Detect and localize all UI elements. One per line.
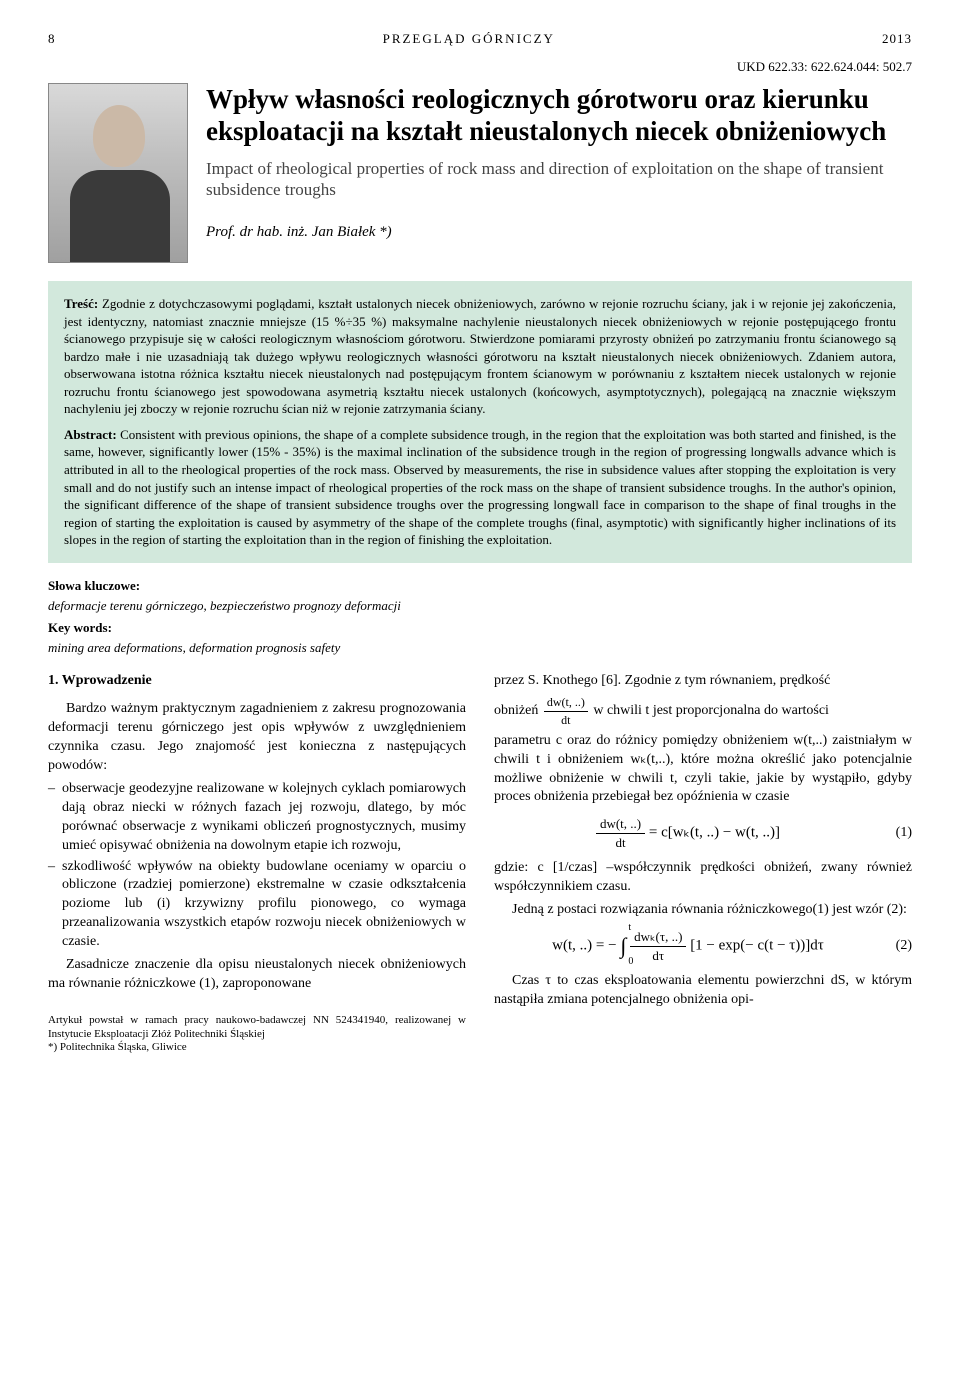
tresc-label: Treść: xyxy=(64,296,98,311)
list-item: obserwacje geodezyjne realizowane w kole… xyxy=(62,780,466,856)
keywords-en-head: Key words: xyxy=(48,619,912,637)
footnote-2: *) Politechnika Śląska, Gliwice xyxy=(48,1041,466,1055)
year: 2013 xyxy=(882,30,912,48)
integral-sign: t ∫ 0 xyxy=(620,931,626,961)
eq2-frac: dwₖ(τ, ..) dτ xyxy=(630,928,686,964)
journal-name: PRZEGLĄD GÓRNICZY xyxy=(383,30,555,48)
author-photo xyxy=(48,83,188,263)
abstract-paragraph: Abstract: Consistent with previous opini… xyxy=(64,426,896,549)
keywords-en-val: mining area deformations, deformation pr… xyxy=(48,639,912,657)
page-number: 8 xyxy=(48,30,56,48)
list-item: szkodliwość wpływów na obiekty budowlane… xyxy=(62,858,466,952)
col2-p5: Czas τ to czas eksploatowania elementu p… xyxy=(494,972,912,1010)
footnote-1: Artykuł powstał w ramach pracy naukowo-b… xyxy=(48,1014,466,1042)
section-1-p2: Zasadnicze znaczenie dla opisu nieustalo… xyxy=(48,956,466,994)
author-name: Prof. dr hab. inż. Jan Białek *) xyxy=(206,222,912,242)
page-header: 8 PRZEGLĄD GÓRNICZY 2013 xyxy=(48,30,912,48)
abstract-box: Treść: Zgodnie z dotychczasowymi pogląda… xyxy=(48,281,912,563)
section-1-list: obserwacje geodezyjne realizowane w kole… xyxy=(48,780,466,952)
keywords-block: Słowa kluczowe: deformacje terenu górnic… xyxy=(48,577,912,658)
keywords-pl-val: deformacje terenu górniczego, bezpieczeń… xyxy=(48,597,912,615)
equation-1: dw(t, ..) dt = c[wₖ(t, ..) − w(t, ..)] (… xyxy=(494,815,912,851)
article-title-pl: Wpływ własności reologicznych górotworu … xyxy=(206,83,912,148)
article-title-en: Impact of rheological properties of rock… xyxy=(206,158,912,201)
col2-p1: przez S. Knothego [6]. Zgodnie z tym rów… xyxy=(494,672,912,691)
eq2-number: (2) xyxy=(882,937,912,956)
left-column: 1. Wprowadzenie Bardzo ważnym praktyczny… xyxy=(48,672,466,1056)
tresc-body: Zgodnie z dotychczasowymi poglądami, ksz… xyxy=(64,296,896,416)
inline-fraction: dw(t, ..) dt xyxy=(544,694,588,727)
abstract-body: Consistent with previous opinions, the s… xyxy=(64,427,896,547)
right-column: przez S. Knothego [6]. Zgodnie z tym rów… xyxy=(494,672,912,1056)
col2-p2: parametru c oraz do różnicy pomiędzy obn… xyxy=(494,732,912,808)
body-columns: 1. Wprowadzenie Bardzo ważnym praktyczny… xyxy=(48,672,912,1056)
col2-p4: Jedną z postaci rozwiązania równania róż… xyxy=(494,901,912,920)
keywords-pl-head: Słowa kluczowe: xyxy=(48,577,912,595)
equation-2: w(t, ..) = − t ∫ 0 dwₖ(τ, ..) dτ [1 − ex… xyxy=(494,928,912,964)
udk-code: UKD 622.33: 622.624.044: 502.7 xyxy=(48,58,912,76)
footnote-block: Artykuł powstał w ramach pracy naukowo-b… xyxy=(48,1014,466,1055)
abstract-label: Abstract: xyxy=(64,427,117,442)
title-block: Wpływ własności reologicznych górotworu … xyxy=(48,83,912,263)
section-1-p1: Bardzo ważnym praktycznym zagadnieniem z… xyxy=(48,700,466,776)
tresc-paragraph: Treść: Zgodnie z dotychczasowymi pogląda… xyxy=(64,295,896,418)
col2-p3: gdzie: c [1/czas] –współczynnik prędkośc… xyxy=(494,859,912,897)
eq1-number: (1) xyxy=(882,824,912,843)
col2-p1b: obniżeń dw(t, ..) dt w chwili t jest pro… xyxy=(494,694,912,727)
section-1-heading: 1. Wprowadzenie xyxy=(48,672,466,691)
eq1-lhs-frac: dw(t, ..) dt xyxy=(596,815,645,851)
